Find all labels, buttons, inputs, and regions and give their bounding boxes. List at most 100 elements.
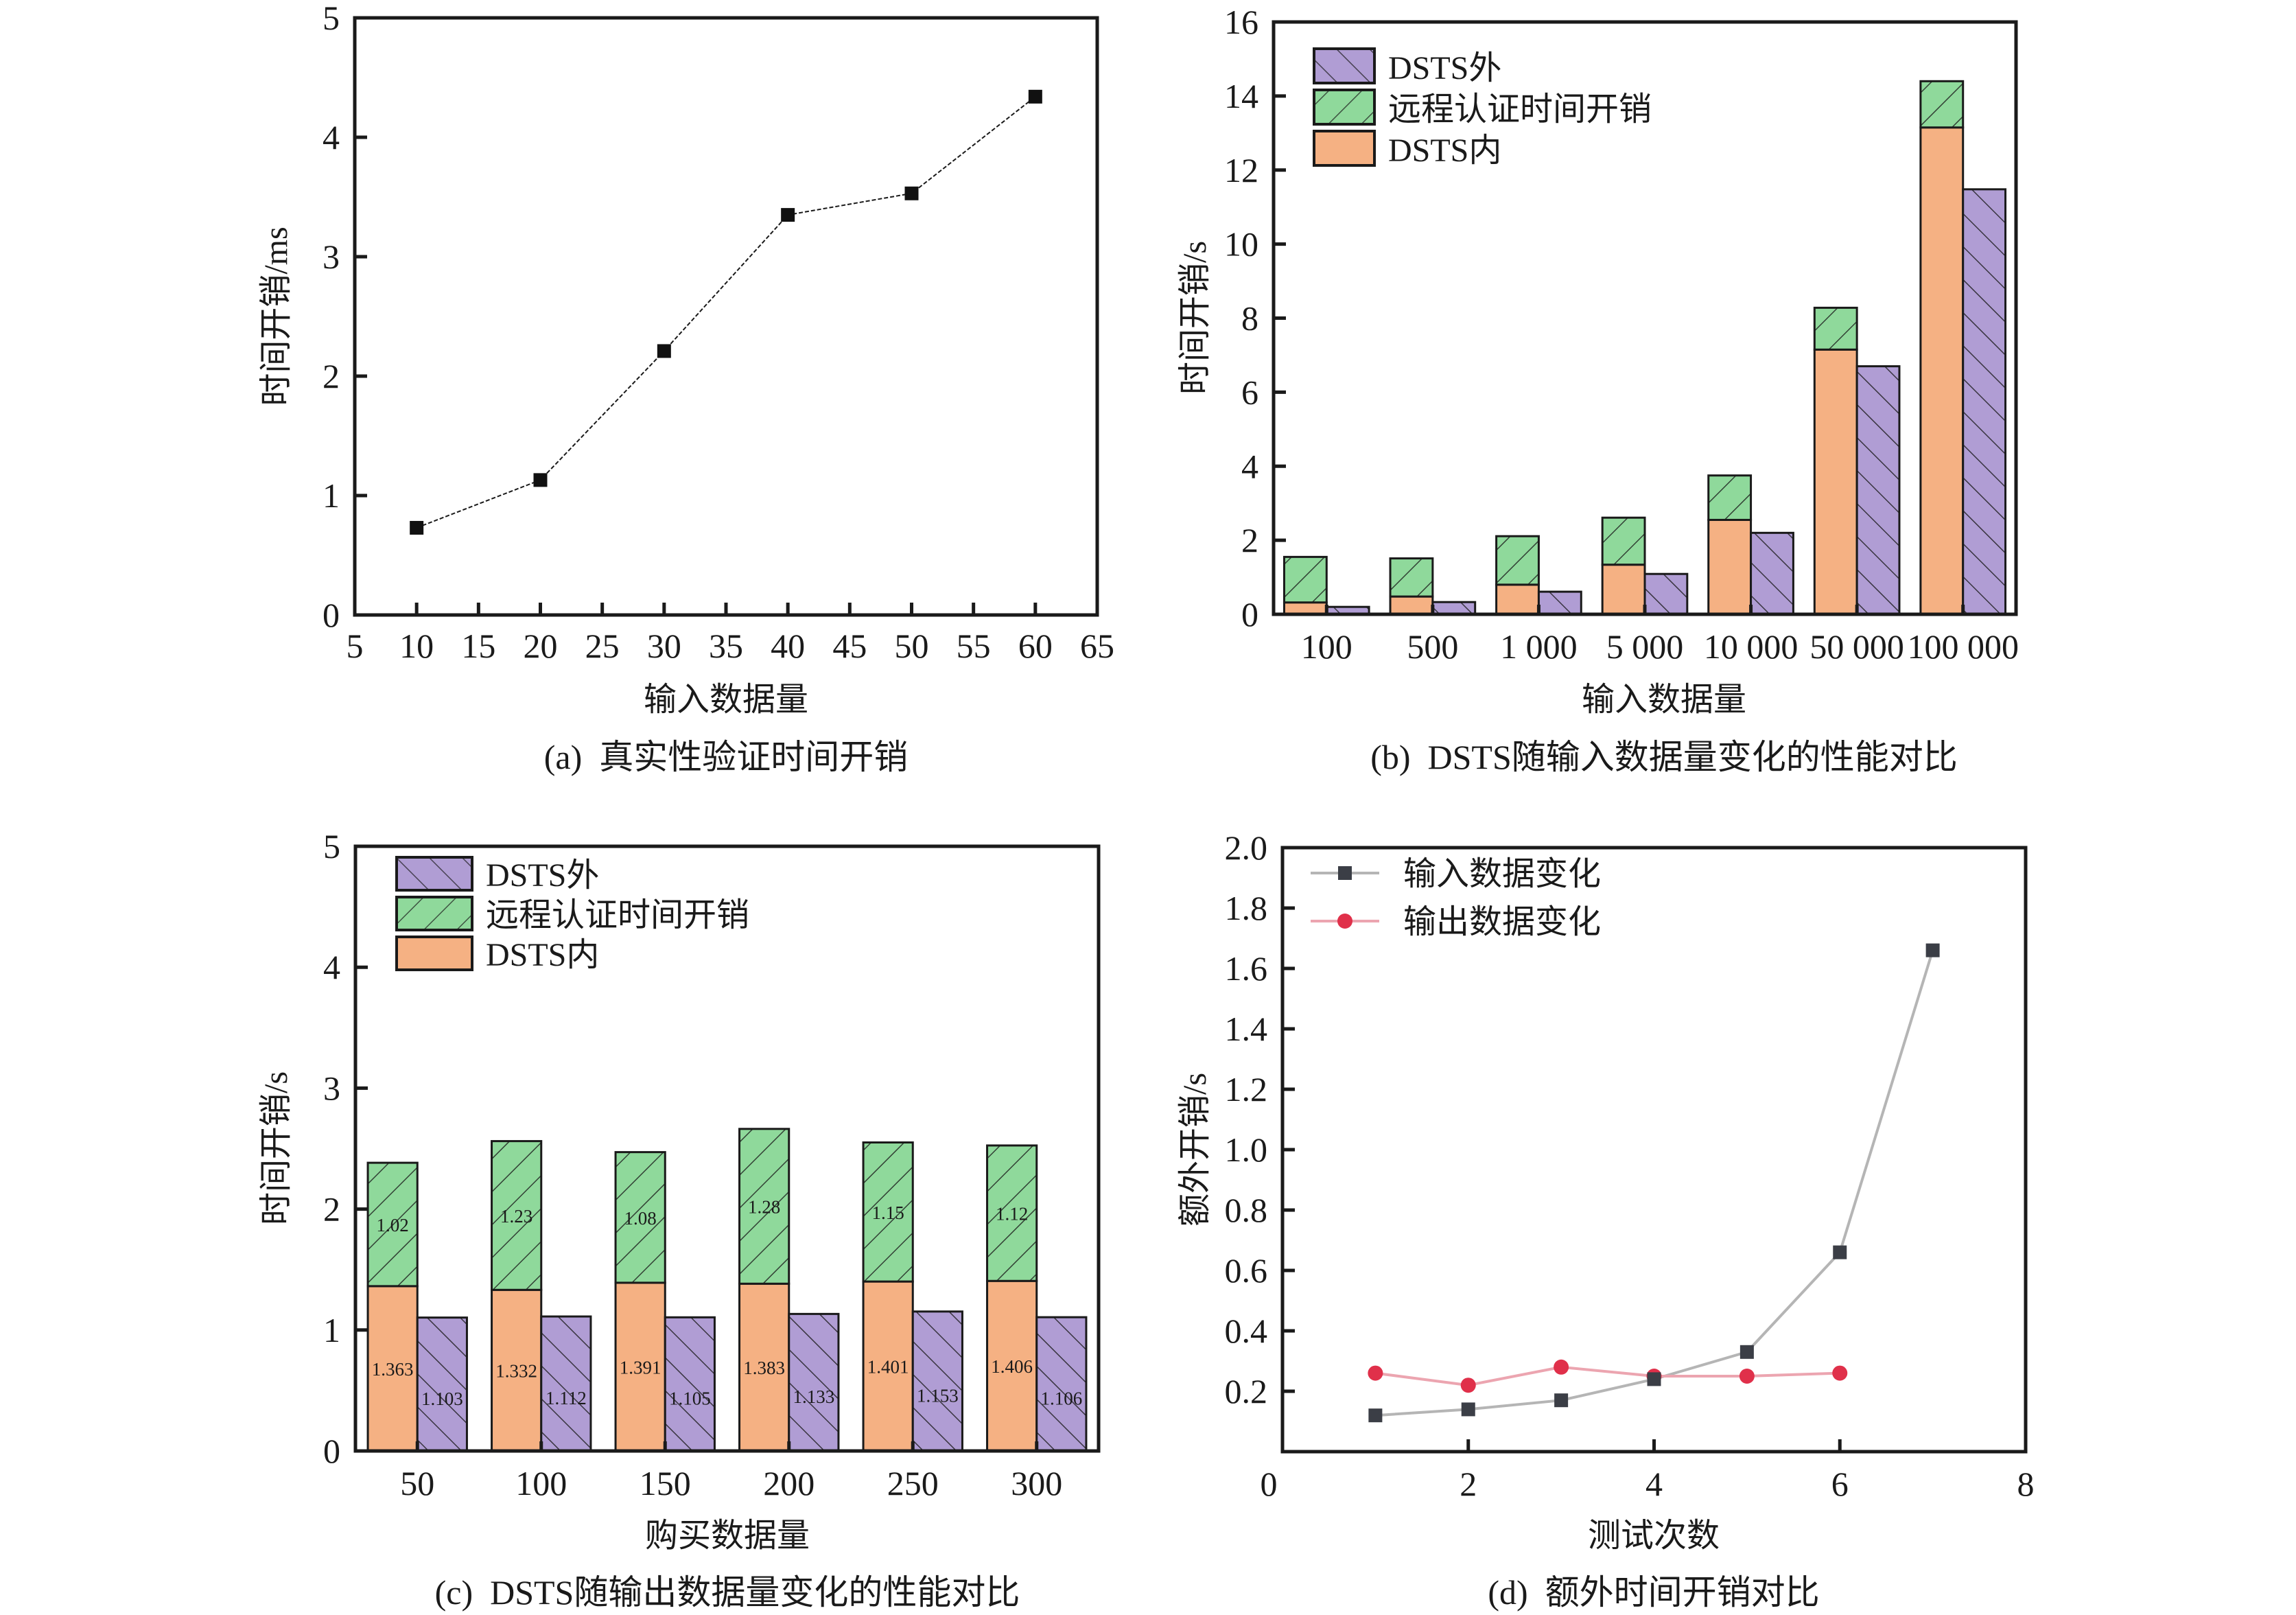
panel-b-ylabel: 时间开销/s	[1177, 241, 1213, 395]
y-tick-label: 0	[323, 596, 340, 634]
y-tick-label: 2	[1241, 521, 1258, 559]
panel-d-ylabel: 额外开销/s	[1177, 1073, 1213, 1227]
y-tick-label: 14	[1224, 77, 1258, 115]
bar-dsts-outer-hatch	[788, 1314, 839, 1451]
data-point	[781, 208, 795, 222]
legend-label: DSTS外	[1388, 50, 1501, 86]
panel-d-caption: (d) 额外时间开销对比	[1488, 1573, 1819, 1612]
data-point	[904, 186, 919, 200]
legend-swatch-hatch	[397, 897, 472, 930]
y-tick-label: 8	[1241, 299, 1258, 338]
bar-dsts-inner	[1813, 348, 1858, 616]
panel-d-extra-overhead: 0 2 4 6 8 0.2 0.4 0.6 0.8 1.0 1.2 1.4 1.6 1.8 2.0 输入数据…	[1177, 828, 2035, 1612]
bar-remote-auth-hatch	[739, 1128, 789, 1284]
legend-label: 远程认证时间开销	[1388, 91, 1652, 128]
y-tick-label: 4	[323, 118, 340, 156]
x-tick-label: 0	[1261, 1465, 1278, 1503]
panel-b-ticks: 100 500 1 000 5 000 10 000 50 000 100 000 0 2 4 6 8…	[1224, 3, 2019, 666]
x-tick-label: 1 000	[1500, 627, 1578, 666]
data-point-output	[1368, 1365, 1383, 1381]
data-point	[410, 520, 424, 535]
panel-c-xlabel: 购买数据量	[645, 1518, 810, 1554]
legend-dsts-outer: DSTS外	[1313, 47, 1501, 86]
panel-c-frame	[353, 844, 1101, 1453]
x-tick-label: 35	[709, 627, 743, 665]
legend-swatch-hatch	[397, 857, 472, 890]
bar-dsts-inner	[738, 1282, 790, 1452]
y-tick-label: 2	[323, 1190, 340, 1229]
panel-a-frame	[353, 16, 1099, 617]
data-point-input	[1647, 1372, 1661, 1386]
data-point-output	[1739, 1369, 1755, 1384]
bar-dsts-outer-hatch	[1036, 1317, 1086, 1451]
y-tick-label: 1.6	[1225, 949, 1268, 988]
bar-dsts-outer-hatch	[1645, 574, 1687, 614]
data-point-input	[1368, 1408, 1383, 1423]
bar-remote-auth-hatch	[1814, 307, 1858, 350]
legend-dsts-outer: DSTS外	[395, 856, 599, 894]
y-tick-label: 1.8	[1225, 889, 1268, 927]
y-tick-label: 4	[1241, 447, 1258, 485]
panel-a-xlabel: 输入数据量	[644, 682, 808, 718]
data-point	[1028, 89, 1042, 104]
x-tick-label: 8	[2017, 1465, 2035, 1503]
data-point-output	[1460, 1378, 1476, 1393]
panel-b-xlabel: 输入数据量	[1582, 682, 1746, 718]
x-tick-label: 5 000	[1606, 627, 1684, 666]
bar-dsts-outer-hatch	[1326, 607, 1370, 614]
x-tick-label: 300	[1011, 1464, 1062, 1502]
bar-value-label: 1.391	[620, 1357, 661, 1378]
y-tick-label: 6	[1241, 373, 1258, 411]
bar-value-label: 1.103	[421, 1389, 463, 1409]
y-tick-label: 4	[323, 948, 340, 986]
legend-marker	[1338, 866, 1352, 880]
x-tick-label: 50 000	[1809, 627, 1904, 666]
data-point-output	[1832, 1365, 1848, 1381]
x-tick-label: 50	[895, 627, 929, 665]
bar-remote-auth-hatch	[491, 1141, 541, 1290]
bar-dsts-outer-hatch	[1857, 366, 1899, 614]
bar-remote-auth-hatch	[987, 1145, 1037, 1281]
y-tick-label: 16	[1224, 3, 1258, 41]
series-line	[416, 96, 1036, 528]
x-tick-label: 10	[399, 627, 434, 665]
y-tick-label: 12	[1224, 151, 1258, 189]
y-tick-label: 2	[323, 357, 340, 395]
panel-b-input-performance: 100 500 1 000 5 000 10 000 50 000 100 000 0 2 4 6 8…	[1177, 3, 2019, 776]
y-tick-label: 5	[323, 0, 340, 37]
bar-dsts-outer-hatch	[665, 1317, 715, 1451]
y-tick-label: 10	[1224, 225, 1258, 264]
x-tick-label: 65	[1080, 627, 1114, 665]
bar-value-label: 1.112	[546, 1388, 587, 1408]
y-tick-label: 3	[323, 237, 340, 276]
x-tick-label: 45	[832, 627, 867, 665]
bar-remote-auth-hatch	[1284, 557, 1327, 603]
y-tick-label: 5	[323, 827, 340, 865]
bar-value-label: 1.23	[500, 1206, 532, 1227]
panel-c-output-performance: 1.363 1.02 1.103 1.332 1.23 1.112 1.391 1.08 1.1…	[258, 827, 1101, 1612]
data-point-input	[1833, 1245, 1847, 1259]
legend-dsts-inner: DSTS内	[1313, 130, 1501, 169]
bar-value-label: 1.12	[996, 1204, 1028, 1224]
x-tick-label: 500	[1407, 627, 1458, 666]
y-tick-label: 1.2	[1225, 1070, 1268, 1108]
bar-dsts-outer-hatch	[1963, 189, 2006, 614]
legend-marker	[1337, 914, 1352, 929]
legend-label: 输入数据变化	[1403, 856, 1601, 892]
bar-dsts-inner	[1919, 126, 1965, 616]
x-tick-label: 25	[585, 627, 620, 665]
panel-b-caption: (b) DSTS随输入数据量变化的性能对比	[1370, 738, 1958, 776]
bar-dsts-outer-hatch	[1432, 602, 1475, 614]
x-tick-label: 60	[1018, 627, 1053, 665]
legend-swatch-hatch	[1314, 49, 1374, 83]
bar-value-label: 1.401	[867, 1357, 909, 1378]
bar-value-label: 1.153	[917, 1385, 959, 1406]
legend-label: 远程认证时间开销	[486, 897, 749, 933]
x-tick-label: 10 000	[1704, 627, 1799, 666]
bar-value-label: 1.332	[495, 1361, 537, 1382]
